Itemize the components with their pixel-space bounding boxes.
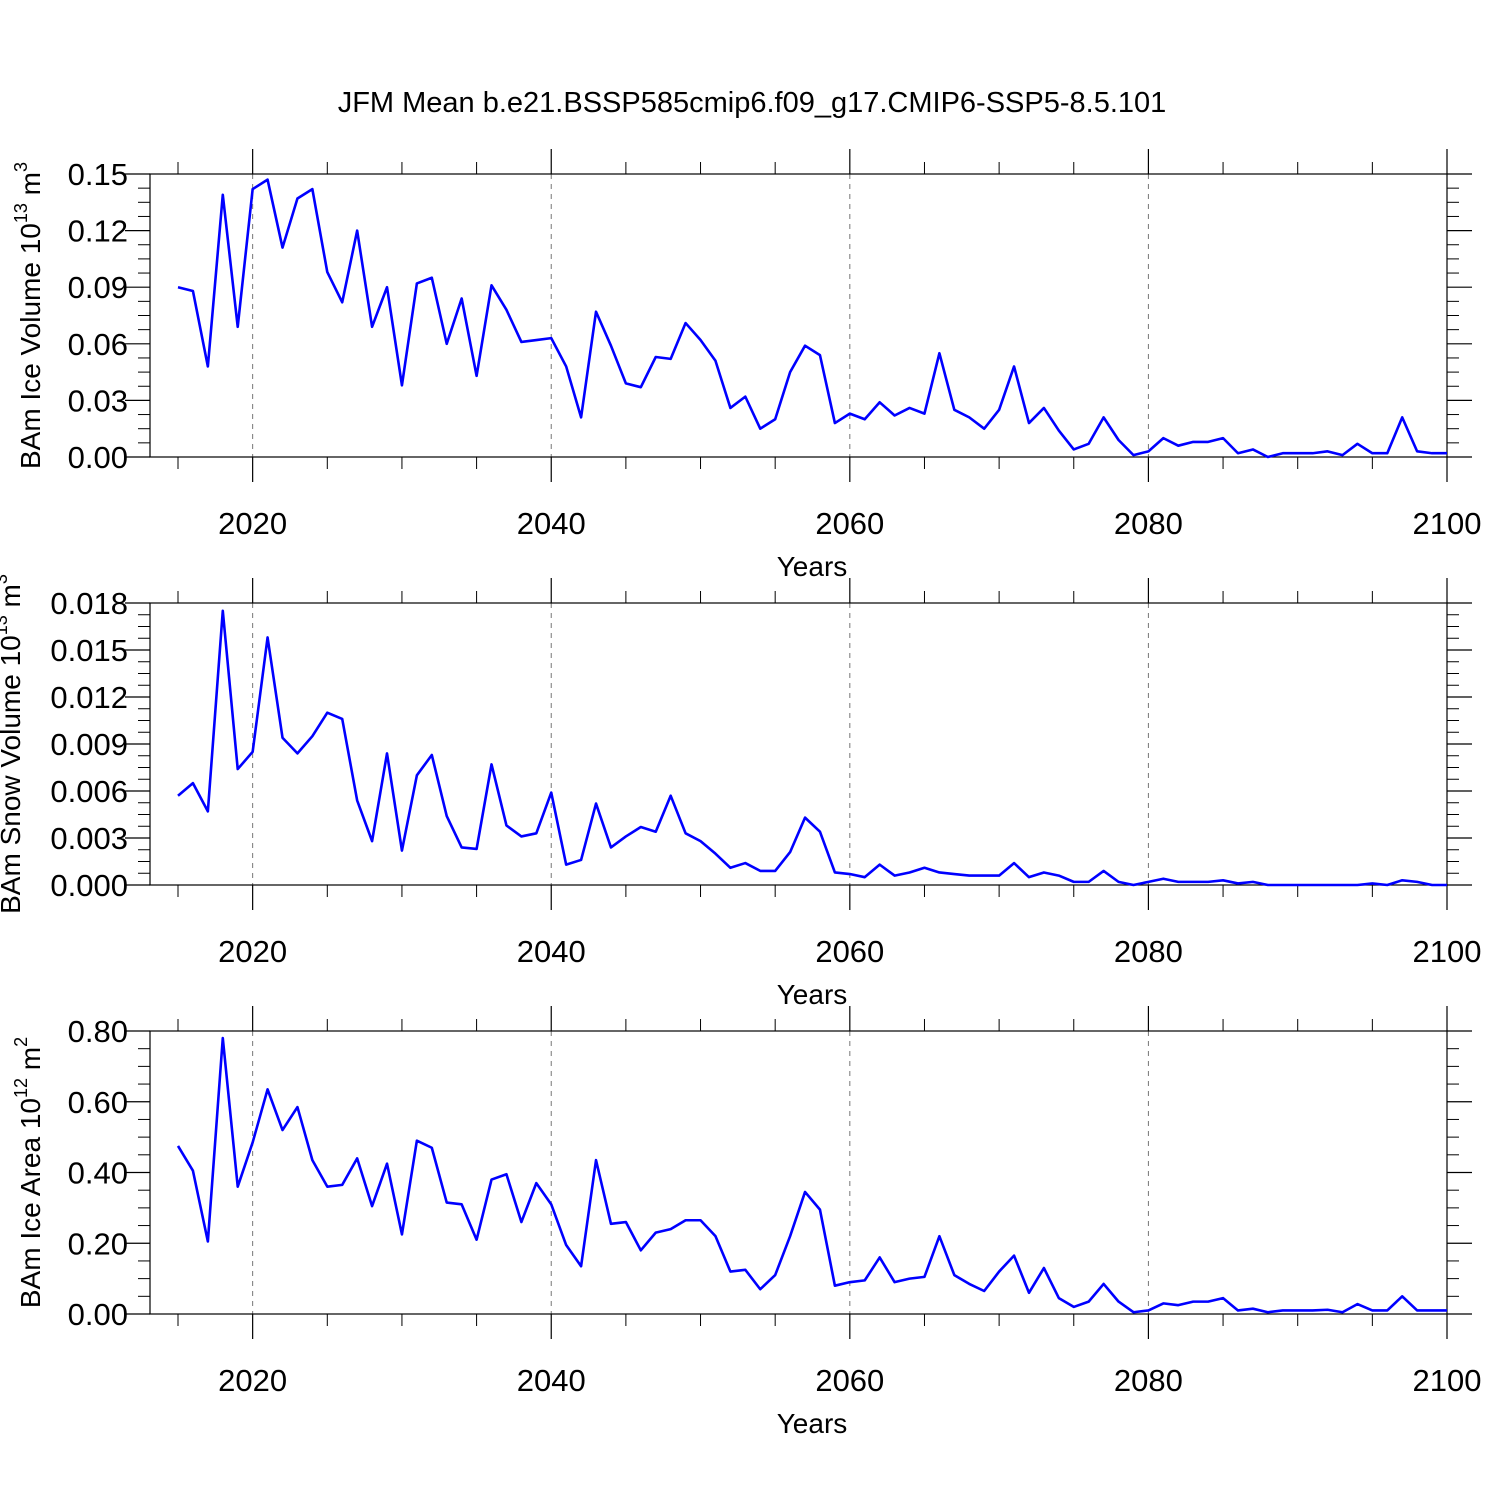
x-tick-label: 2060 [815,1363,884,1398]
x-tick-label: 2100 [1413,934,1482,969]
plot-frame [149,173,1448,458]
series-line [176,1036,1447,1314]
y-axis-label: BAm Snow Volume 1013 m3 [0,574,26,914]
x-tick-label: 2080 [1114,1363,1183,1398]
y-tick-label: 0.003 [50,821,128,856]
x-tick-label: 2020 [218,506,287,541]
x-tick-label: 2080 [1114,934,1183,969]
y-tick-label: 0.00 [68,440,128,475]
x-tick-label: 2040 [517,506,586,541]
plot-frame [149,1030,1448,1315]
y-tick-label: 0.15 [68,157,128,192]
y-tick-label: 0.00 [68,1297,128,1332]
x-tick-label: 2100 [1413,506,1482,541]
y-axis-label: BAm Ice Volume 1013 m3 [11,162,46,469]
y-tick-label: 0.006 [50,774,128,809]
series-line [177,178,1447,459]
y-tick-label: 0.20 [68,1226,128,1261]
y-tick-label: 0.012 [50,680,128,715]
x-tick-label: 2100 [1413,1363,1482,1398]
y-tick-label: 0.06 [68,327,128,362]
y-tick-label: 0.03 [68,383,128,418]
y-tick-label: 0.60 [68,1085,128,1120]
y-tick-label: 0.09 [68,270,128,305]
plot-frame [149,602,1448,886]
y-tick-label: 0.80 [68,1014,128,1049]
x-tick-label: 2020 [218,934,287,969]
x-axis-label: Years [777,979,848,1010]
panel-ice-area: 0.00 0.20 0.40 0.60 0.80 2020 2040 2060 2080 210… [11,1006,1481,1439]
y-axis-label: BAm Ice Area 1012 m2 [11,1037,46,1308]
y-tick-label: 0.018 [50,586,128,621]
x-tick-label: 2040 [517,934,586,969]
x-axis-label: Years [777,551,848,582]
y-tick-label: 0.12 [68,214,128,249]
y-tick-label: 0.009 [50,727,128,762]
x-tick-label: 2060 [815,506,884,541]
series-line [177,609,1447,887]
y-tick-label: 0.015 [50,633,128,668]
y-tick-label: 0.000 [50,868,128,903]
y-tick-label: 0.40 [68,1156,128,1191]
panel-snow-volume: 0.000 0.003 0.006 0.009 0.012 0.015 0.018 2020… [0,574,1481,1010]
panel-ice-volume: 0.00 0.03 0.06 0.09 0.12 0.15 2020 2040 2060 208… [11,149,1481,582]
x-axis-label: Years [777,1408,848,1439]
x-tick-label: 2020 [218,1363,287,1398]
x-tick-label: 2040 [517,1363,586,1398]
figure-title: JFM Mean b.e21.BSSP585cmip6.f09_g17.CMIP… [338,87,1167,119]
x-tick-label: 2080 [1114,506,1183,541]
x-tick-label: 2060 [815,934,884,969]
